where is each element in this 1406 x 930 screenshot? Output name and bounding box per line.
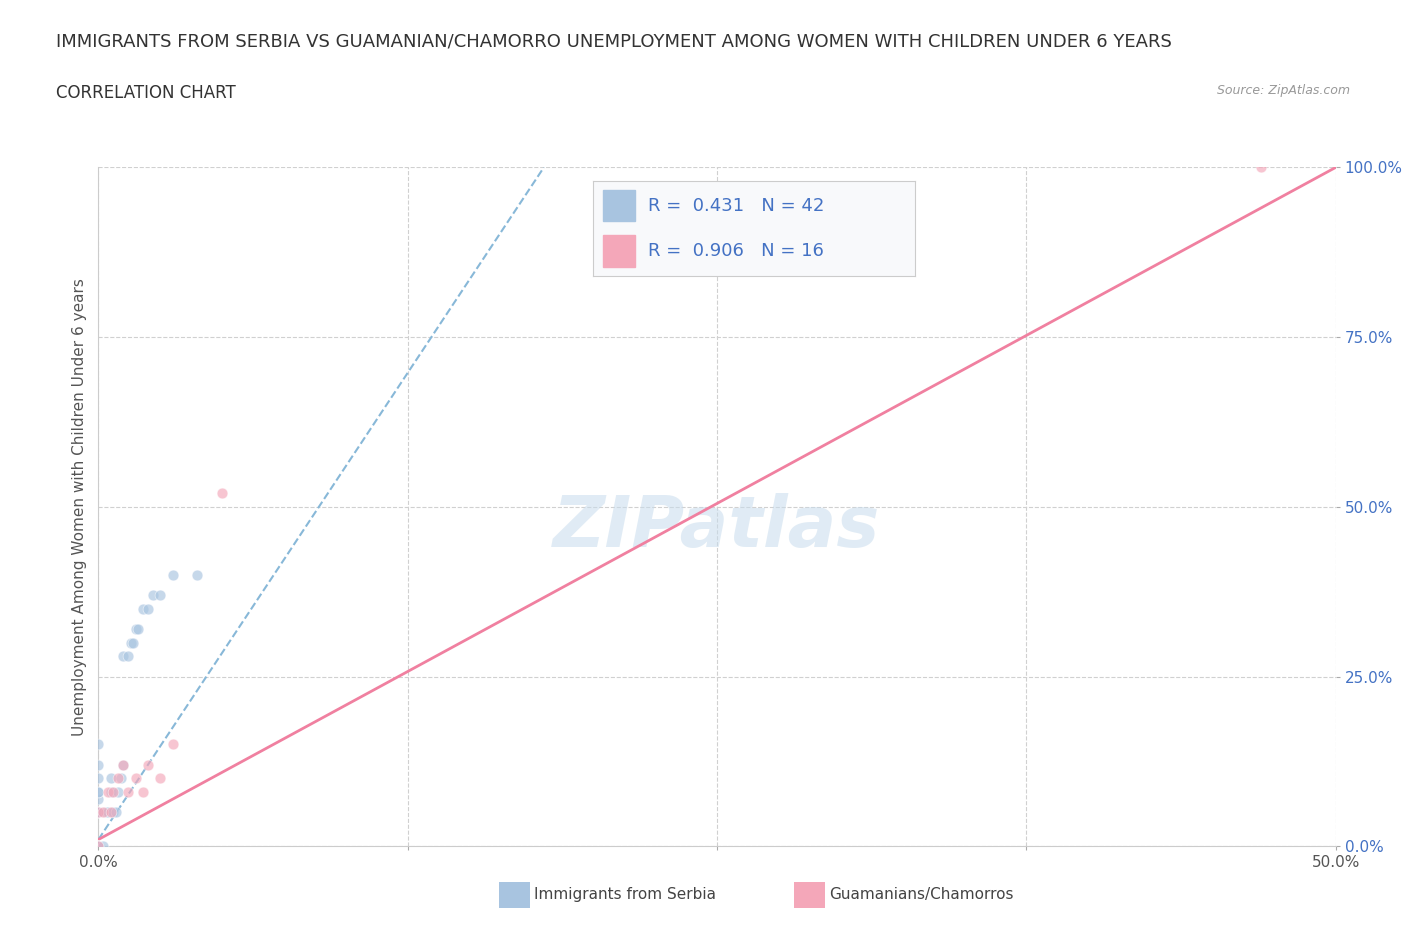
Point <box>93 839 115 854</box>
Point <box>117 649 139 664</box>
Point <box>112 649 135 664</box>
Point <box>136 757 159 772</box>
Point <box>132 785 155 800</box>
Text: CORRELATION CHART: CORRELATION CHART <box>56 84 236 101</box>
Point <box>97 785 120 800</box>
Text: R =  0.431   N = 42: R = 0.431 N = 42 <box>648 196 824 215</box>
Point <box>87 805 110 820</box>
Point <box>110 771 132 786</box>
Point <box>112 757 135 772</box>
Point <box>93 805 115 820</box>
Text: Guamanians/Chamorros: Guamanians/Chamorros <box>830 887 1014 902</box>
Point <box>87 805 110 820</box>
Point <box>186 567 208 582</box>
Point <box>87 737 110 751</box>
Point <box>87 839 110 854</box>
Point <box>100 785 122 800</box>
Point <box>87 757 110 772</box>
Point <box>120 635 142 650</box>
Point <box>103 805 125 820</box>
Point <box>162 567 184 582</box>
Point <box>87 839 110 854</box>
Point <box>87 785 110 800</box>
Point <box>87 839 110 854</box>
Point <box>87 785 110 800</box>
Point <box>211 485 233 500</box>
Point <box>117 785 139 800</box>
Point <box>132 602 155 617</box>
Point <box>87 771 110 786</box>
Point <box>87 839 110 854</box>
Point <box>87 791 110 806</box>
Point <box>112 757 135 772</box>
Bar <box>603 235 636 267</box>
Point <box>87 839 110 854</box>
Point <box>87 839 110 854</box>
Point <box>87 839 110 854</box>
Point <box>103 785 125 800</box>
Point <box>149 588 172 603</box>
Point <box>1250 160 1272 175</box>
Point <box>100 805 122 820</box>
Point <box>87 805 110 820</box>
Point <box>87 839 110 854</box>
Point <box>122 635 145 650</box>
Point <box>87 839 110 854</box>
Point <box>87 805 110 820</box>
Bar <box>603 190 636 221</box>
Point <box>124 771 146 786</box>
Point <box>136 602 159 617</box>
Text: ZIPatlas: ZIPatlas <box>554 493 880 562</box>
Text: R =  0.906   N = 16: R = 0.906 N = 16 <box>648 243 824 260</box>
Point <box>100 771 122 786</box>
Point <box>104 805 127 820</box>
Point <box>107 785 129 800</box>
Point <box>124 621 146 636</box>
Y-axis label: Unemployment Among Women with Children Under 6 years: Unemployment Among Women with Children U… <box>72 278 87 736</box>
Point <box>149 771 172 786</box>
Text: IMMIGRANTS FROM SERBIA VS GUAMANIAN/CHAMORRO UNEMPLOYMENT AMONG WOMEN WITH CHILD: IMMIGRANTS FROM SERBIA VS GUAMANIAN/CHAM… <box>56 33 1173 50</box>
Point <box>87 839 110 854</box>
Text: Source: ZipAtlas.com: Source: ZipAtlas.com <box>1216 84 1350 97</box>
Text: Immigrants from Serbia: Immigrants from Serbia <box>534 887 716 902</box>
Point <box>127 621 149 636</box>
Point <box>162 737 184 751</box>
Point <box>97 805 120 820</box>
Point <box>87 805 110 820</box>
Point <box>142 588 165 603</box>
Point <box>94 805 117 820</box>
Point <box>87 839 110 854</box>
Point <box>107 771 129 786</box>
